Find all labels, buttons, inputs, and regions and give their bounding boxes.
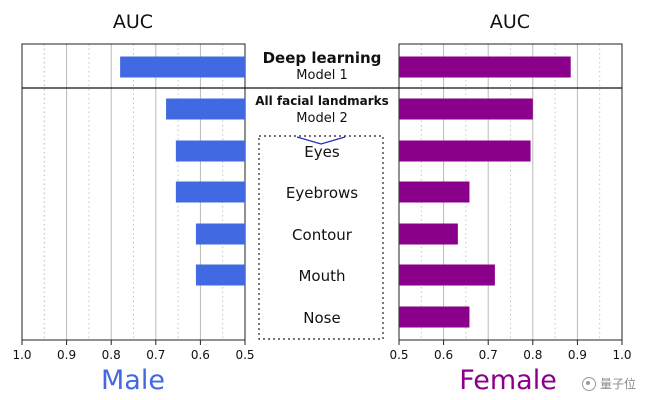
category-label: All facial landmarks: [255, 94, 389, 108]
watermark-text: 量子位: [599, 377, 636, 391]
male-tick-label: 0.7: [146, 348, 165, 362]
category-label: Deep learning: [263, 49, 382, 67]
category-label: Nose: [303, 309, 340, 327]
female-tick-label: 0.5: [389, 348, 408, 362]
female-bar: [399, 223, 458, 245]
female-bar: [399, 181, 470, 203]
category-sublabel: Model 1: [296, 68, 347, 83]
female-bar: [399, 264, 495, 286]
female-tick-label: 0.8: [523, 348, 542, 362]
male-panel-name: Male: [101, 365, 165, 396]
female-bar: [399, 140, 531, 162]
male-tick-label: 0.9: [57, 348, 76, 362]
male-bar: [120, 56, 245, 78]
category-label: Mouth: [298, 267, 345, 285]
wechat-icon: [581, 376, 596, 391]
female-tick-label: 0.7: [479, 348, 498, 362]
male-bar: [195, 223, 245, 245]
female-tick-label: 0.6: [434, 348, 453, 362]
features-dotted-box: [258, 135, 384, 340]
male-bar: [195, 264, 245, 286]
category-label: Contour: [292, 226, 353, 244]
model2-brace: [296, 136, 346, 145]
category-label: Eyes: [304, 143, 340, 161]
male-tick-label: 0.6: [191, 348, 210, 362]
male-bar: [166, 98, 245, 120]
female-axis-title: AUC: [490, 11, 530, 33]
watermark: 量子位: [581, 375, 636, 392]
female-bar: [399, 98, 533, 120]
female-tick-label: 1.0: [612, 348, 631, 362]
male-axis-title: AUC: [113, 11, 153, 33]
female-panel-name: Female: [459, 365, 557, 396]
male-tick-label: 0.5: [235, 348, 254, 362]
male-bar: [175, 140, 245, 162]
male-tick-label: 1.0: [12, 348, 31, 362]
male-bar: [175, 181, 245, 203]
female-tick-label: 0.9: [568, 348, 587, 362]
female-bar: [399, 56, 571, 78]
category-label: Eyebrows: [286, 184, 358, 202]
category-sublabel: Model 2: [296, 111, 347, 126]
female-bar: [399, 306, 470, 328]
male-tick-label: 0.8: [102, 348, 121, 362]
